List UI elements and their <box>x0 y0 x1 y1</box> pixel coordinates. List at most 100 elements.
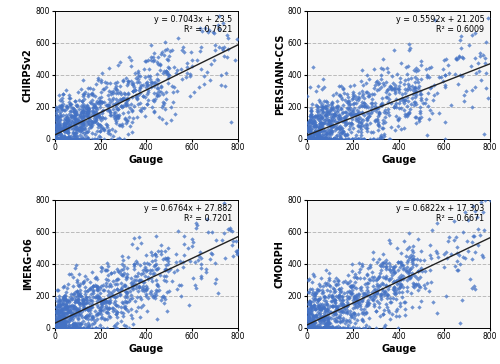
Point <box>360 325 368 331</box>
Point <box>73 103 81 108</box>
Point <box>310 135 318 141</box>
Point <box>310 118 318 124</box>
Point <box>64 136 72 142</box>
Point <box>68 325 76 331</box>
Point <box>368 269 376 275</box>
Point <box>315 136 323 142</box>
Point <box>112 112 120 118</box>
Point <box>55 92 63 98</box>
Point <box>367 100 375 106</box>
Point <box>100 126 108 132</box>
Point <box>54 107 62 113</box>
Point <box>307 121 315 127</box>
Point <box>310 136 318 142</box>
Point <box>310 136 318 142</box>
Point <box>89 283 97 289</box>
Point <box>316 99 324 105</box>
Point <box>78 314 86 320</box>
Point <box>468 285 476 291</box>
Point <box>458 54 466 60</box>
Point <box>98 282 106 288</box>
Point <box>306 136 314 142</box>
Point <box>406 106 414 112</box>
Point <box>70 124 78 130</box>
Point <box>102 267 110 273</box>
Point <box>140 105 148 111</box>
Point <box>56 132 64 138</box>
Point <box>74 307 82 313</box>
Point <box>218 237 226 243</box>
Point <box>380 290 388 296</box>
Point <box>354 109 362 115</box>
Point <box>74 300 82 305</box>
Point <box>82 294 90 300</box>
Point <box>340 114 348 120</box>
Point <box>66 92 74 98</box>
Point <box>100 126 108 132</box>
Point <box>114 112 122 118</box>
Point <box>96 128 104 134</box>
Point <box>82 118 90 124</box>
Point <box>360 310 368 316</box>
Point <box>316 128 324 134</box>
Point <box>68 136 76 142</box>
Point <box>56 302 64 308</box>
Point <box>362 309 370 314</box>
Point <box>370 296 378 302</box>
Point <box>66 297 74 303</box>
Point <box>88 97 96 103</box>
Point <box>323 106 331 111</box>
Point <box>128 129 136 135</box>
Point <box>56 120 64 126</box>
Point <box>71 126 79 132</box>
Point <box>52 136 60 142</box>
Point <box>338 136 346 142</box>
Point <box>452 258 460 264</box>
Point <box>64 130 72 136</box>
Point <box>53 319 61 325</box>
Point <box>80 305 88 311</box>
Point <box>320 136 328 142</box>
Point <box>119 78 127 84</box>
Point <box>70 133 78 139</box>
Point <box>326 123 334 129</box>
Point <box>324 136 332 142</box>
Point <box>72 136 80 142</box>
Point <box>55 312 63 318</box>
Point <box>402 288 410 293</box>
Point <box>328 92 336 98</box>
Point <box>188 63 196 69</box>
Point <box>312 305 320 311</box>
Point <box>372 108 380 114</box>
Point <box>135 278 143 284</box>
Point <box>78 115 86 121</box>
Point <box>326 118 334 124</box>
Point <box>68 136 76 142</box>
Point <box>154 265 162 271</box>
Point <box>62 121 70 127</box>
Point <box>124 78 132 84</box>
Point <box>388 86 396 92</box>
Point <box>318 86 326 92</box>
Point <box>91 136 99 142</box>
Point <box>82 300 90 305</box>
Point <box>66 136 74 142</box>
Point <box>66 325 74 331</box>
Point <box>77 114 85 120</box>
Point <box>481 197 489 203</box>
Point <box>63 307 71 313</box>
Point <box>319 109 327 115</box>
Point <box>318 317 326 323</box>
Point <box>328 294 336 300</box>
Point <box>59 301 67 306</box>
Point <box>338 130 345 136</box>
Point <box>76 124 84 130</box>
Point <box>75 312 83 318</box>
Point <box>105 107 113 113</box>
Point <box>150 51 158 56</box>
Point <box>304 325 312 331</box>
Point <box>54 307 62 313</box>
Point <box>344 322 351 328</box>
Point <box>129 88 137 94</box>
Point <box>144 276 152 282</box>
